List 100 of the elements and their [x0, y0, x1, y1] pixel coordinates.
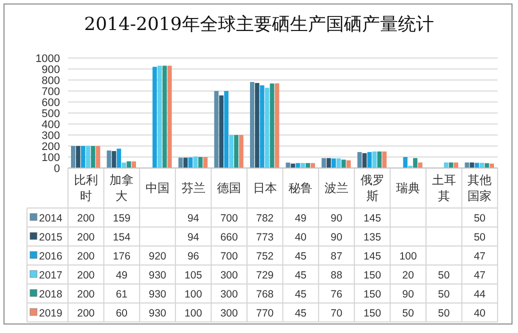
legend-label: 2017 [39, 270, 63, 282]
bar [178, 158, 183, 168]
bar [224, 91, 228, 168]
data-label: 100 [184, 288, 202, 300]
data-label: 96 [187, 250, 200, 262]
data-label: 60 [116, 308, 128, 320]
x-tick-label: 芬兰 [181, 181, 206, 195]
data-label: 200 [77, 308, 95, 320]
data-label: 782 [256, 212, 274, 224]
data-label: 50 [438, 288, 450, 300]
y-tick-label: 100 [42, 152, 60, 164]
bar [132, 161, 136, 168]
y-tick-label: 300 [42, 130, 60, 142]
data-label: 94 [187, 232, 200, 244]
data-label: 45 [294, 308, 307, 320]
data-label: 47 [474, 270, 486, 282]
data-label: 40 [294, 232, 307, 244]
data-label: 729 [256, 270, 274, 282]
x-tick-label: 比利时 [74, 173, 98, 203]
bar [306, 163, 310, 168]
bar [250, 82, 254, 168]
x-tick-label: 秘鲁 [288, 181, 313, 195]
legend-label: 2014 [39, 212, 63, 224]
data-label: 660 [220, 232, 238, 244]
data-label: 200 [77, 288, 95, 300]
data-label: 40 [474, 308, 486, 320]
bar [322, 158, 326, 168]
data-label: 61 [116, 288, 128, 300]
bar [341, 160, 346, 168]
bar [326, 158, 331, 168]
y-tick-label: 700 [42, 86, 60, 98]
x-tick-label: 俄罗斯 [360, 173, 384, 203]
x-tick-label: 土耳其 [432, 173, 456, 203]
bar [80, 146, 86, 168]
bar [274, 83, 280, 168]
data-label: 87 [330, 250, 342, 262]
data-label: 90 [330, 212, 342, 224]
data-label: 300 [220, 308, 238, 320]
x-tick-label: 德国 [217, 181, 242, 195]
data-label: 100 [399, 250, 418, 262]
bar [96, 146, 100, 168]
bar [116, 148, 122, 168]
bar [239, 135, 244, 168]
bar [300, 163, 306, 168]
data-label: 45 [294, 270, 307, 282]
data-label: 752 [256, 250, 274, 262]
x-tick-label: 其他国家 [468, 173, 492, 203]
data-label: 50 [474, 232, 486, 244]
data-label: 770 [256, 308, 274, 320]
data-label: 154 [112, 232, 131, 244]
data-label: 159 [112, 212, 131, 224]
y-tick-label: 0 [54, 163, 60, 175]
bar [71, 146, 76, 168]
data-label: 100 [184, 308, 202, 320]
y-tick-label: 500 [42, 108, 60, 120]
legend-label: 2015 [39, 232, 63, 244]
data-label: 200 [77, 232, 95, 244]
bar [90, 146, 96, 168]
data-label: 200 [77, 212, 95, 224]
bar [254, 82, 260, 168]
bar [234, 135, 238, 168]
data-label: 90 [402, 288, 414, 300]
data-label: 45 [294, 250, 307, 262]
bar [382, 152, 387, 168]
bar [158, 66, 162, 168]
data-label: 930 [148, 270, 166, 282]
data-label: 200 [77, 270, 95, 282]
data-label: 200 [77, 250, 95, 262]
data-label: 70 [330, 308, 342, 320]
x-tick-label: 波兰 [324, 181, 348, 195]
bar [332, 158, 336, 168]
data-label: 105 [184, 270, 202, 282]
data-label: 930 [148, 308, 166, 320]
bar [403, 157, 408, 168]
data-label: 145 [364, 250, 382, 262]
data-label: 49 [294, 212, 307, 224]
bar [484, 163, 490, 168]
y-tick-label: 400 [42, 119, 60, 131]
bar [413, 158, 418, 168]
data-label: 50 [438, 308, 450, 320]
data-label: 768 [256, 288, 274, 300]
data-label: 45 [294, 288, 307, 300]
data-label: 90 [330, 232, 342, 244]
bar [214, 91, 219, 168]
bar [336, 158, 341, 168]
data-label: 44 [474, 288, 486, 300]
legend-label: 2018 [39, 288, 63, 300]
bar [490, 164, 494, 168]
bar [474, 162, 480, 168]
bar [152, 66, 157, 168]
data-label: 88 [330, 270, 342, 282]
data-label: 135 [364, 232, 382, 244]
data-label: 150 [364, 288, 382, 300]
bar [310, 163, 315, 168]
data-label: 930 [148, 288, 166, 300]
bar [444, 162, 448, 168]
bar [122, 162, 126, 168]
data-label: 47 [474, 250, 486, 262]
legend-label: 2019 [39, 308, 63, 320]
bar [219, 95, 224, 168]
